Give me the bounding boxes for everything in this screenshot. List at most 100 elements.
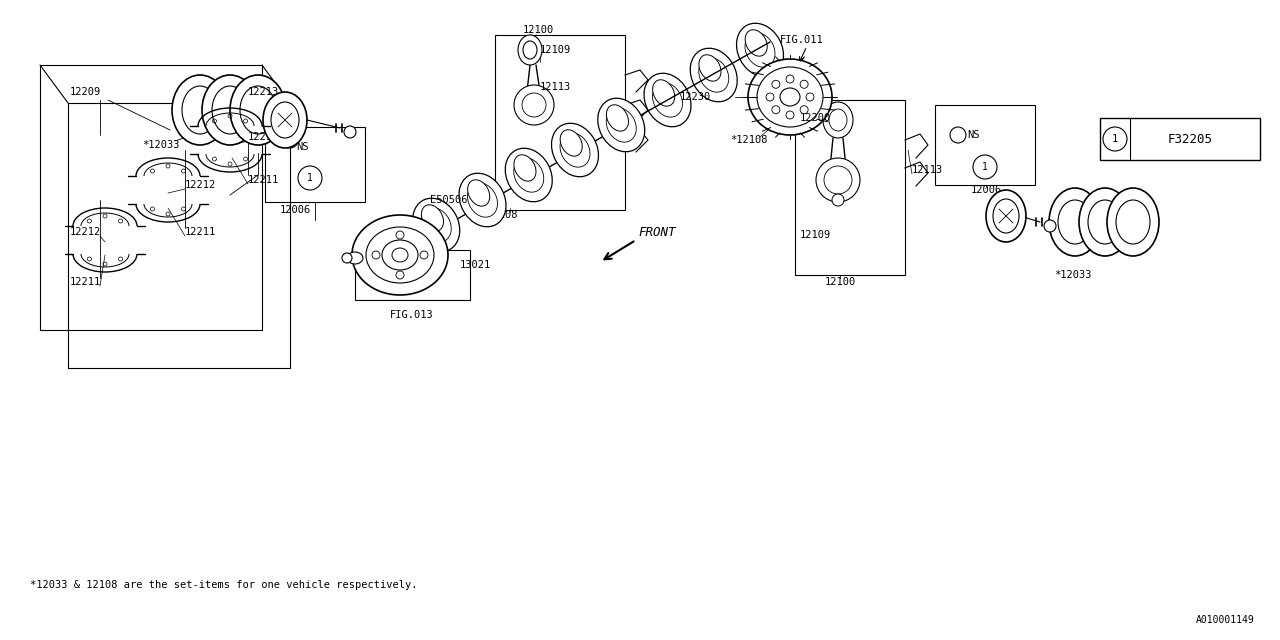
Ellipse shape: [1050, 188, 1101, 256]
Text: NS: NS: [296, 142, 308, 152]
Ellipse shape: [745, 30, 767, 56]
Ellipse shape: [241, 86, 276, 134]
Text: *12033: *12033: [1055, 270, 1092, 280]
Ellipse shape: [765, 93, 774, 101]
Ellipse shape: [800, 106, 808, 114]
Text: 13021: 13021: [460, 260, 492, 270]
Ellipse shape: [1079, 188, 1132, 256]
Text: 12100: 12100: [824, 277, 855, 287]
Text: 12211: 12211: [70, 277, 101, 287]
Ellipse shape: [271, 102, 300, 138]
Text: 1: 1: [982, 162, 988, 172]
Ellipse shape: [372, 251, 380, 259]
Ellipse shape: [1088, 200, 1123, 244]
Text: NS: NS: [966, 130, 979, 140]
Bar: [495, 35, 625, 210]
Ellipse shape: [736, 23, 783, 77]
Bar: [934, 105, 1036, 185]
Ellipse shape: [829, 109, 847, 131]
Ellipse shape: [699, 55, 721, 81]
Ellipse shape: [699, 58, 728, 92]
Ellipse shape: [392, 248, 408, 262]
Ellipse shape: [823, 102, 852, 138]
Ellipse shape: [786, 75, 794, 83]
Ellipse shape: [745, 33, 774, 67]
Text: 12200: 12200: [800, 113, 831, 123]
Ellipse shape: [950, 127, 966, 143]
Text: *12033: *12033: [142, 140, 179, 150]
Bar: [795, 100, 905, 275]
Text: 12113: 12113: [540, 82, 571, 92]
Ellipse shape: [561, 130, 582, 156]
Text: 1: 1: [307, 173, 312, 183]
Text: 12006: 12006: [279, 205, 311, 215]
Ellipse shape: [513, 155, 536, 181]
Ellipse shape: [552, 124, 599, 177]
Ellipse shape: [690, 48, 737, 102]
Ellipse shape: [342, 253, 352, 263]
Text: 12230: 12230: [680, 92, 712, 102]
Ellipse shape: [817, 158, 860, 202]
Ellipse shape: [756, 67, 823, 127]
Ellipse shape: [824, 166, 852, 194]
Ellipse shape: [230, 75, 285, 145]
Text: *12108: *12108: [480, 210, 517, 220]
Text: 12109: 12109: [800, 230, 831, 240]
Ellipse shape: [1059, 200, 1092, 244]
Ellipse shape: [800, 80, 808, 88]
Ellipse shape: [1107, 188, 1158, 256]
Text: 12109: 12109: [540, 45, 571, 55]
Text: 12212: 12212: [70, 227, 101, 237]
Text: 12212: 12212: [186, 180, 216, 190]
Ellipse shape: [421, 208, 452, 242]
Text: *12033 & 12108 are the set-items for one vehicle respectively.: *12033 & 12108 are the set-items for one…: [29, 580, 417, 590]
Bar: [265, 127, 365, 202]
Text: A010001149: A010001149: [1197, 615, 1254, 625]
Ellipse shape: [352, 215, 448, 295]
Ellipse shape: [460, 173, 506, 227]
Ellipse shape: [598, 98, 645, 152]
Ellipse shape: [421, 205, 443, 231]
Ellipse shape: [282, 132, 298, 148]
Text: F32205: F32205: [1167, 132, 1212, 145]
Text: 12212: 12212: [248, 132, 279, 142]
Ellipse shape: [396, 271, 404, 279]
Ellipse shape: [506, 148, 552, 202]
Ellipse shape: [381, 240, 419, 270]
Text: FIG.011: FIG.011: [780, 35, 824, 45]
Ellipse shape: [513, 158, 544, 192]
Ellipse shape: [212, 86, 248, 134]
Ellipse shape: [522, 93, 547, 117]
Text: E50506: E50506: [430, 195, 467, 205]
Ellipse shape: [182, 86, 218, 134]
Ellipse shape: [607, 108, 636, 142]
Text: 12113: 12113: [913, 165, 943, 175]
Ellipse shape: [993, 199, 1019, 233]
Text: FIG.013: FIG.013: [390, 310, 434, 320]
Ellipse shape: [1116, 200, 1149, 244]
Ellipse shape: [262, 92, 307, 148]
Ellipse shape: [366, 223, 413, 276]
Text: 12209: 12209: [70, 87, 101, 97]
Ellipse shape: [644, 73, 691, 127]
Ellipse shape: [396, 231, 404, 239]
Text: 12006: 12006: [970, 185, 1002, 195]
Ellipse shape: [806, 93, 814, 101]
Text: 12211: 12211: [186, 227, 216, 237]
Ellipse shape: [412, 198, 460, 252]
Ellipse shape: [518, 35, 541, 65]
Text: FRONT: FRONT: [637, 225, 676, 239]
Ellipse shape: [375, 230, 397, 256]
Text: 12213: 12213: [248, 87, 279, 97]
Ellipse shape: [748, 59, 832, 135]
Ellipse shape: [986, 190, 1027, 242]
Ellipse shape: [653, 80, 675, 106]
Ellipse shape: [172, 75, 228, 145]
Ellipse shape: [653, 83, 682, 117]
Ellipse shape: [467, 183, 498, 217]
Ellipse shape: [772, 106, 780, 114]
Ellipse shape: [344, 126, 356, 138]
Text: *12108: *12108: [730, 135, 768, 145]
Bar: [355, 250, 470, 300]
Ellipse shape: [524, 41, 538, 59]
